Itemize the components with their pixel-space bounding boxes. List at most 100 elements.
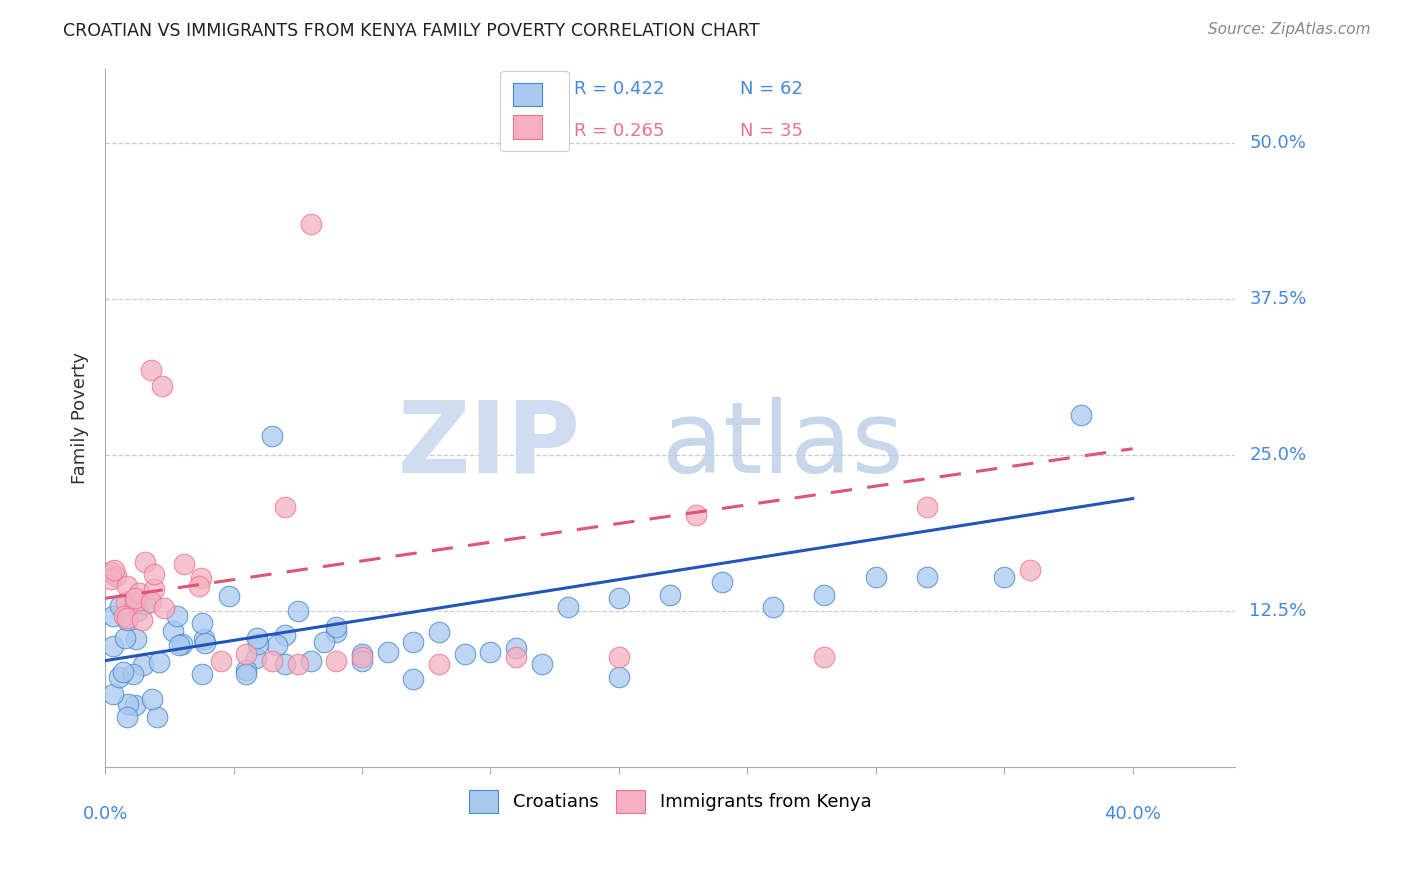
Point bbox=[262, 429, 284, 443]
Text: CROATIAN VS IMMIGRANTS FROM KENYA FAMILY POVERTY CORRELATION CHART: CROATIAN VS IMMIGRANTS FROM KENYA FAMILY… bbox=[63, 22, 759, 40]
Point bbox=[505, 649, 527, 664]
Y-axis label: Family Poverty: Family Poverty bbox=[72, 351, 89, 483]
Point bbox=[153, 601, 176, 615]
Point bbox=[402, 635, 425, 649]
Point bbox=[101, 687, 124, 701]
Text: ZIP: ZIP bbox=[396, 397, 579, 494]
Text: atlas: atlas bbox=[662, 397, 904, 494]
Point bbox=[166, 608, 188, 623]
Point bbox=[325, 624, 347, 639]
Point bbox=[762, 600, 785, 615]
Text: 40.0%: 40.0% bbox=[1104, 805, 1161, 823]
Point bbox=[209, 654, 232, 668]
Point bbox=[299, 218, 322, 232]
Point bbox=[112, 609, 135, 624]
Point bbox=[114, 632, 136, 646]
Point bbox=[124, 591, 146, 606]
Point bbox=[218, 589, 240, 603]
Point bbox=[427, 657, 450, 672]
Point bbox=[100, 572, 122, 586]
Point bbox=[143, 582, 166, 596]
Point bbox=[128, 586, 150, 600]
Point bbox=[124, 698, 146, 712]
Point bbox=[915, 500, 938, 515]
Point bbox=[141, 595, 163, 609]
Point bbox=[312, 635, 335, 649]
Point bbox=[274, 500, 297, 515]
Point bbox=[132, 657, 155, 672]
Text: N = 62: N = 62 bbox=[740, 80, 803, 98]
Point bbox=[274, 628, 297, 642]
Point bbox=[352, 648, 374, 662]
Point bbox=[115, 579, 138, 593]
Text: N = 35: N = 35 bbox=[740, 122, 803, 140]
Point bbox=[115, 614, 138, 628]
Point bbox=[105, 569, 128, 583]
Point bbox=[115, 710, 138, 724]
Point bbox=[191, 667, 214, 681]
Point bbox=[167, 638, 190, 652]
Point bbox=[479, 645, 502, 659]
Point bbox=[131, 613, 153, 627]
Point bbox=[194, 636, 217, 650]
Point bbox=[141, 363, 163, 377]
Legend: Croatians, Immigrants from Kenya: Croatians, Immigrants from Kenya bbox=[463, 783, 879, 821]
Point bbox=[112, 665, 135, 679]
Point bbox=[454, 648, 477, 662]
Point bbox=[101, 640, 124, 654]
Point bbox=[125, 632, 148, 647]
Text: Source: ZipAtlas.com: Source: ZipAtlas.com bbox=[1208, 22, 1371, 37]
Point bbox=[108, 670, 131, 684]
Point bbox=[266, 638, 288, 652]
Point bbox=[685, 508, 707, 522]
Point bbox=[235, 648, 257, 662]
Point bbox=[245, 651, 267, 665]
Point bbox=[865, 570, 887, 584]
Point bbox=[915, 570, 938, 584]
Point bbox=[274, 657, 297, 672]
Point bbox=[146, 710, 169, 724]
Point bbox=[235, 663, 257, 677]
Text: 12.5%: 12.5% bbox=[1250, 602, 1306, 620]
Point bbox=[287, 657, 309, 672]
Point bbox=[710, 575, 733, 590]
Point bbox=[101, 609, 124, 624]
Point bbox=[115, 611, 138, 625]
Point bbox=[607, 670, 630, 684]
Text: R = 0.422: R = 0.422 bbox=[574, 80, 664, 98]
Point bbox=[117, 698, 139, 712]
Point bbox=[352, 649, 374, 664]
Point bbox=[124, 596, 146, 610]
Point bbox=[148, 655, 170, 669]
Point bbox=[813, 588, 835, 602]
Point bbox=[607, 591, 630, 606]
Point bbox=[172, 637, 194, 651]
Point bbox=[402, 673, 425, 687]
Point bbox=[191, 616, 214, 631]
Point bbox=[100, 566, 122, 580]
Point bbox=[427, 624, 450, 639]
Point bbox=[325, 654, 347, 668]
Point bbox=[134, 555, 156, 569]
Point bbox=[150, 379, 173, 393]
Point bbox=[190, 572, 212, 586]
Text: 0.0%: 0.0% bbox=[83, 805, 128, 823]
Point bbox=[122, 666, 145, 681]
Point bbox=[993, 570, 1015, 584]
Point bbox=[287, 604, 309, 618]
Point bbox=[114, 595, 136, 609]
Point bbox=[607, 649, 630, 664]
Point bbox=[299, 654, 322, 668]
Point bbox=[142, 566, 165, 581]
Point bbox=[377, 645, 399, 659]
Point bbox=[162, 624, 184, 639]
Point bbox=[325, 620, 347, 634]
Point bbox=[187, 579, 209, 593]
Point bbox=[108, 599, 131, 613]
Point bbox=[235, 667, 257, 681]
Point bbox=[352, 654, 374, 668]
Text: 50.0%: 50.0% bbox=[1250, 135, 1306, 153]
Point bbox=[557, 600, 579, 615]
Point bbox=[141, 692, 163, 706]
Point bbox=[134, 597, 156, 611]
